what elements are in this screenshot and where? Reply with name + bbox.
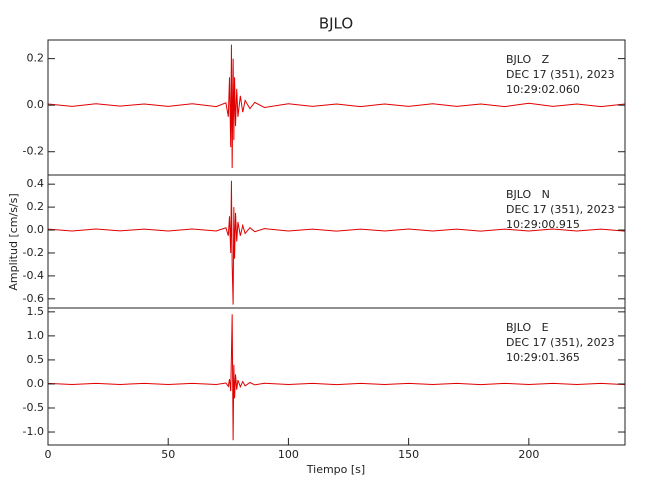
y-tick-label: 0.0: [27, 98, 45, 111]
y-tick-label: 0.2: [27, 52, 45, 65]
x-tick-label: 200: [518, 448, 539, 461]
y-tick-label: 0.5: [27, 353, 45, 366]
trace-annotation: 10:29:01.365: [506, 351, 580, 364]
x-tick-label: 150: [398, 448, 419, 461]
y-tick-label: -0.2: [23, 246, 44, 259]
waveform: [47, 314, 626, 441]
trace-annotation: BJLO E: [506, 321, 549, 334]
y-tick-label: -0.5: [23, 401, 44, 414]
chart-title: BJLO: [319, 15, 353, 33]
trace-annotation: DEC 17 (351), 2023: [506, 336, 615, 349]
trace-annotation: 10:29:02.060: [506, 83, 580, 96]
trace-annotation: DEC 17 (351), 2023: [506, 68, 615, 81]
y-tick-label: 1.0: [27, 329, 45, 342]
y-tick-label: 0.2: [27, 200, 45, 213]
y-tick-label: -1.0: [23, 425, 44, 438]
x-tick-label: 0: [45, 448, 52, 461]
trace-annotation: BJLO N: [506, 188, 550, 201]
y-tick-label: 0.4: [27, 177, 45, 190]
y-tick-label: -0.6: [23, 292, 44, 305]
trace-annotation: 10:29:00.915: [506, 218, 580, 231]
waveform: [47, 180, 626, 305]
y-axis-label: Amplitud [cm/s/s]: [7, 193, 20, 290]
y-tick-label: 0.0: [27, 377, 45, 390]
panel-frame: [47, 307, 626, 446]
trace-annotation: BJLO Z: [506, 53, 550, 66]
y-tick-label: 1.5: [27, 305, 45, 318]
x-tick-label: 50: [161, 448, 175, 461]
x-axis-label: Tiempo [s]: [306, 463, 365, 476]
y-tick-label: 0.0: [27, 223, 45, 236]
y-tick-label: -0.4: [23, 269, 44, 282]
x-tick-label: 100: [278, 448, 299, 461]
trace-annotation: DEC 17 (351), 2023: [506, 203, 615, 216]
y-tick-label: -0.2: [23, 145, 44, 158]
waveform: [47, 44, 626, 169]
